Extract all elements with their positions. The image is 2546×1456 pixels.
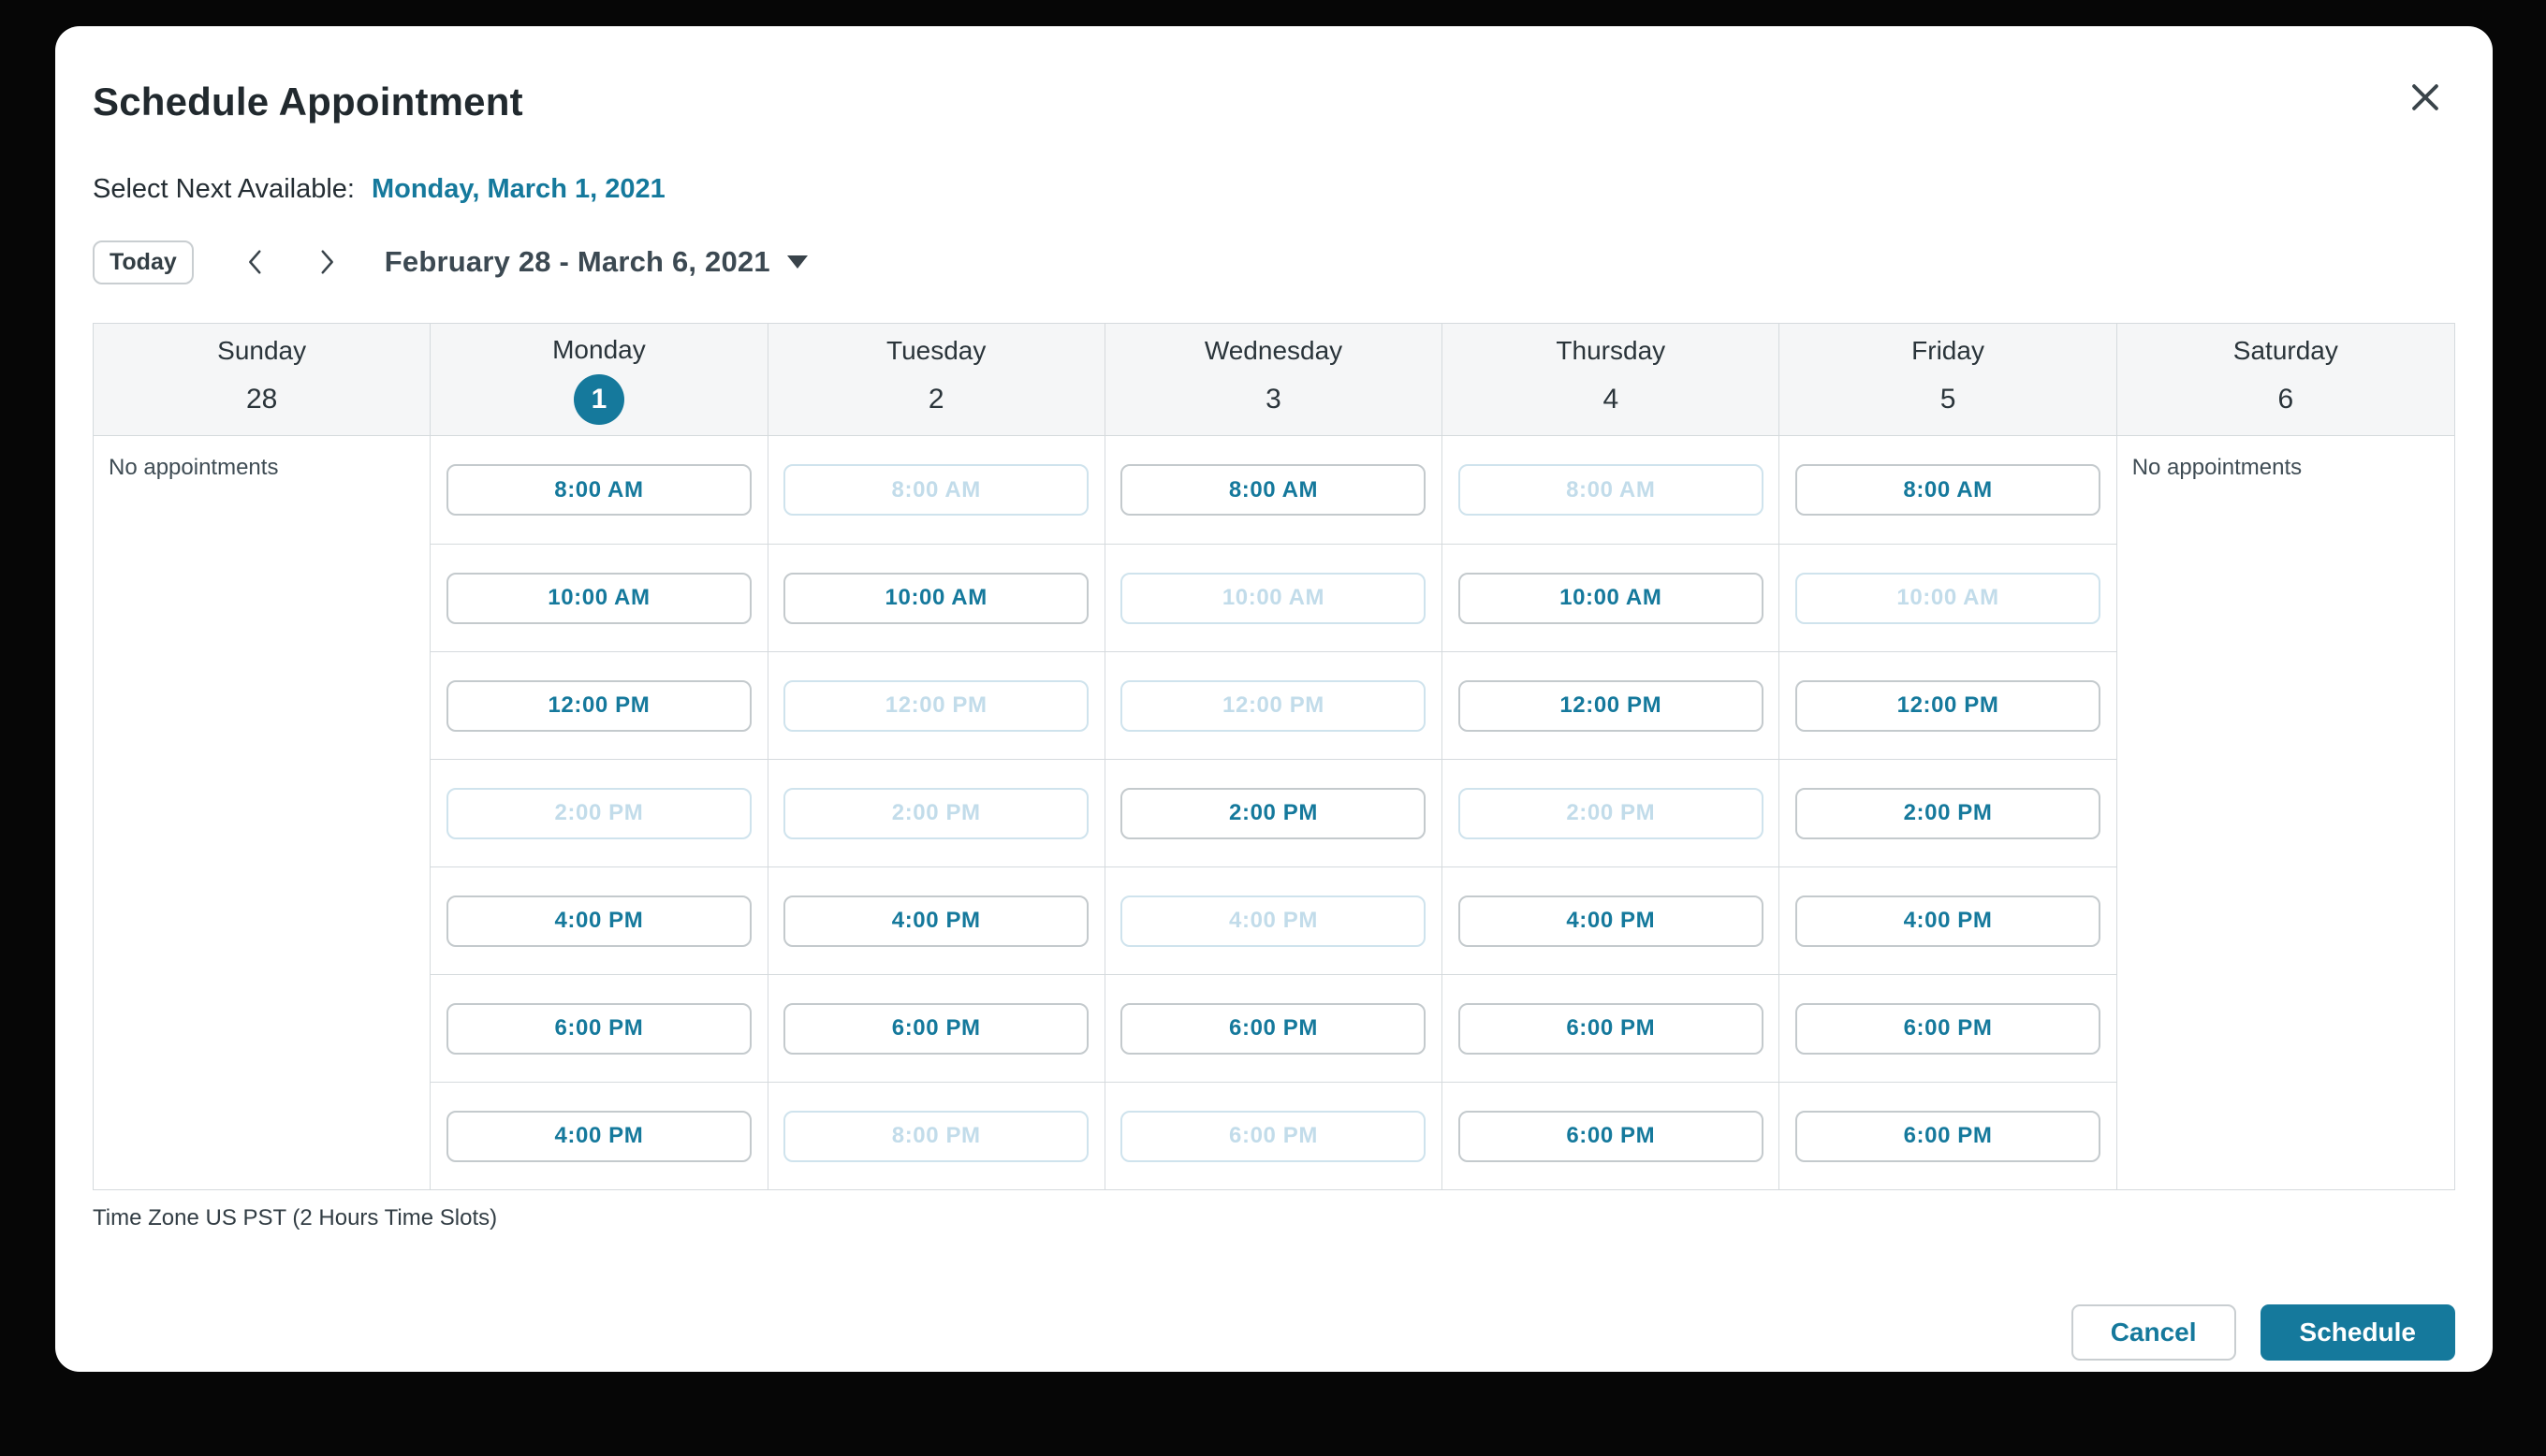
time-slot-button: 10:00 AM (1795, 572, 2101, 624)
week-calendar: Sunday 28 Monday 1 Tuesday 2 Wednesday 3… (93, 323, 2455, 1190)
today-button[interactable]: Today (93, 240, 194, 284)
timezone-note: Time Zone US PST (2 Hours Time Slots) (93, 1205, 498, 1230)
time-slot-button: 10:00 AM (1120, 572, 1427, 624)
no-appointments-text: No appointments (2131, 455, 2303, 480)
day-number: 28 (245, 383, 278, 415)
time-slot-button[interactable]: 6:00 PM (1457, 1110, 1763, 1162)
time-slot-button: 6:00 PM (1120, 1110, 1427, 1162)
next-available-label: Select Next Available: (93, 174, 355, 204)
time-slot-button: 2:00 PM (1457, 787, 1763, 839)
time-slot-button: 12:00 PM (783, 679, 1090, 732)
day-column-sunday: No appointments (94, 436, 432, 1189)
time-slot-button[interactable]: 12:00 PM (446, 679, 752, 732)
page-title: Schedule Appointment (93, 80, 523, 124)
time-slot-button[interactable]: 8:00 AM (1120, 464, 1427, 516)
time-slot-button[interactable]: 10:00 AM (783, 572, 1090, 624)
time-slot-button: 4:00 PM (1120, 895, 1427, 947)
day-number: 6 (2277, 383, 2294, 415)
time-slot-button[interactable]: 2:00 PM (1120, 787, 1427, 839)
time-slot-button[interactable]: 6:00 PM (1120, 1002, 1427, 1055)
chevron-left-icon (240, 246, 271, 278)
time-slot-button: 8:00 PM (783, 1110, 1090, 1162)
time-slot-button[interactable]: 10:00 AM (1457, 572, 1763, 624)
time-slot-button: 8:00 AM (1457, 464, 1763, 516)
schedule-button[interactable]: Schedule (2260, 1304, 2455, 1361)
day-header-sunday: Sunday 28 (94, 324, 432, 436)
caret-down-icon (786, 255, 808, 269)
modal-header: Schedule Appointment (93, 26, 2455, 125)
previous-week-button[interactable] (235, 241, 276, 283)
day-column-tuesday: 8:00 AM 10:00 AM 12:00 PM 2:00 PM 4:00 P… (768, 436, 1105, 1189)
day-header-monday: Monday 1 (431, 324, 768, 436)
day-name: Friday (1911, 335, 1984, 365)
time-slot-button[interactable]: 2:00 PM (1795, 787, 2101, 839)
schedule-appointment-modal: Schedule Appointment Select Next Availab… (55, 26, 2493, 1372)
date-range-label: February 28 - March 6, 2021 (384, 245, 770, 278)
time-slot-button: 12:00 PM (1120, 679, 1427, 732)
day-number: 3 (1266, 383, 1281, 415)
time-slot-button[interactable]: 4:00 PM (446, 895, 752, 947)
time-slot-button[interactable]: 4:00 PM (783, 895, 1090, 947)
modal-actions: Cancel Schedule (93, 1304, 2455, 1361)
time-slot-button[interactable]: 4:00 PM (1795, 895, 2101, 947)
time-slot-button[interactable]: 6:00 PM (1457, 1002, 1763, 1055)
time-slot-button[interactable]: 8:00 AM (1795, 464, 2101, 516)
time-slot-button[interactable]: 10:00 AM (446, 572, 752, 624)
time-slot-button[interactable]: 6:00 PM (1795, 1002, 2101, 1055)
no-appointments-text: No appointments (109, 455, 279, 480)
day-column-thursday: 8:00 AM 10:00 AM 12:00 PM 2:00 PM 4:00 P… (1442, 436, 1780, 1189)
day-name: Monday (552, 334, 646, 364)
time-slot-button[interactable]: 4:00 PM (446, 1110, 752, 1162)
cancel-button[interactable]: Cancel (2070, 1304, 2236, 1361)
day-column-monday: 8:00 AM 10:00 AM 12:00 PM 2:00 PM 4:00 P… (431, 436, 768, 1189)
calendar-body: No appointments 8:00 AM 10:00 AM 12:00 P… (94, 436, 2454, 1189)
time-slot-button[interactable]: 4:00 PM (1457, 895, 1763, 947)
time-slot-button[interactable]: 12:00 PM (1795, 679, 2101, 732)
day-column-friday: 8:00 AM 10:00 AM 12:00 PM 2:00 PM 4:00 P… (1779, 436, 2117, 1189)
day-number: 4 (1602, 383, 1619, 415)
day-name: Saturday (2232, 335, 2338, 365)
day-header-wednesday: Wednesday 3 (1105, 324, 1443, 436)
next-week-button[interactable] (306, 241, 347, 283)
day-column-wednesday: 8:00 AM 10:00 AM 12:00 PM 2:00 PM 4:00 P… (1105, 436, 1443, 1189)
time-slot-button: 8:00 AM (783, 464, 1090, 516)
day-name: Tuesday (886, 335, 987, 365)
day-header-saturday: Saturday 6 (2116, 324, 2454, 436)
day-header-friday: Friday 5 (1779, 324, 2117, 436)
day-name: Sunday (217, 335, 307, 365)
time-slot-button[interactable]: 8:00 AM (446, 464, 752, 516)
time-slot-button[interactable]: 6:00 PM (446, 1002, 752, 1055)
time-slot-button[interactable]: 6:00 PM (1795, 1110, 2101, 1162)
day-column-saturday: No appointments (2117, 436, 2454, 1189)
time-slot-button[interactable]: 12:00 PM (1457, 679, 1763, 732)
time-slot-button: 2:00 PM (783, 787, 1090, 839)
day-header-thursday: Thursday 4 (1442, 324, 1780, 436)
time-slot-button[interactable]: 6:00 PM (783, 1002, 1090, 1055)
next-available-row: Select Next Available: Monday, March 1, … (93, 174, 2455, 205)
next-available-link[interactable]: Monday, March 1, 2021 (371, 174, 666, 204)
day-number: 2 (928, 383, 944, 415)
close-button[interactable] (2401, 73, 2450, 122)
chevron-right-icon (311, 246, 343, 278)
calendar-header-row: Sunday 28 Monday 1 Tuesday 2 Wednesday 3… (94, 324, 2454, 436)
day-name: Wednesday (1204, 335, 1343, 365)
date-range-dropdown[interactable]: February 28 - March 6, 2021 (385, 245, 808, 279)
close-icon (2405, 77, 2446, 118)
time-slot-button: 2:00 PM (446, 787, 752, 839)
week-toolbar: Today February 28 - March 6, 2021 (93, 239, 2455, 285)
day-number: 5 (1939, 383, 1956, 415)
selected-day-badge: 1 (573, 373, 624, 425)
day-header-tuesday: Tuesday 2 (768, 324, 1105, 436)
day-name: Thursday (1556, 335, 1666, 365)
